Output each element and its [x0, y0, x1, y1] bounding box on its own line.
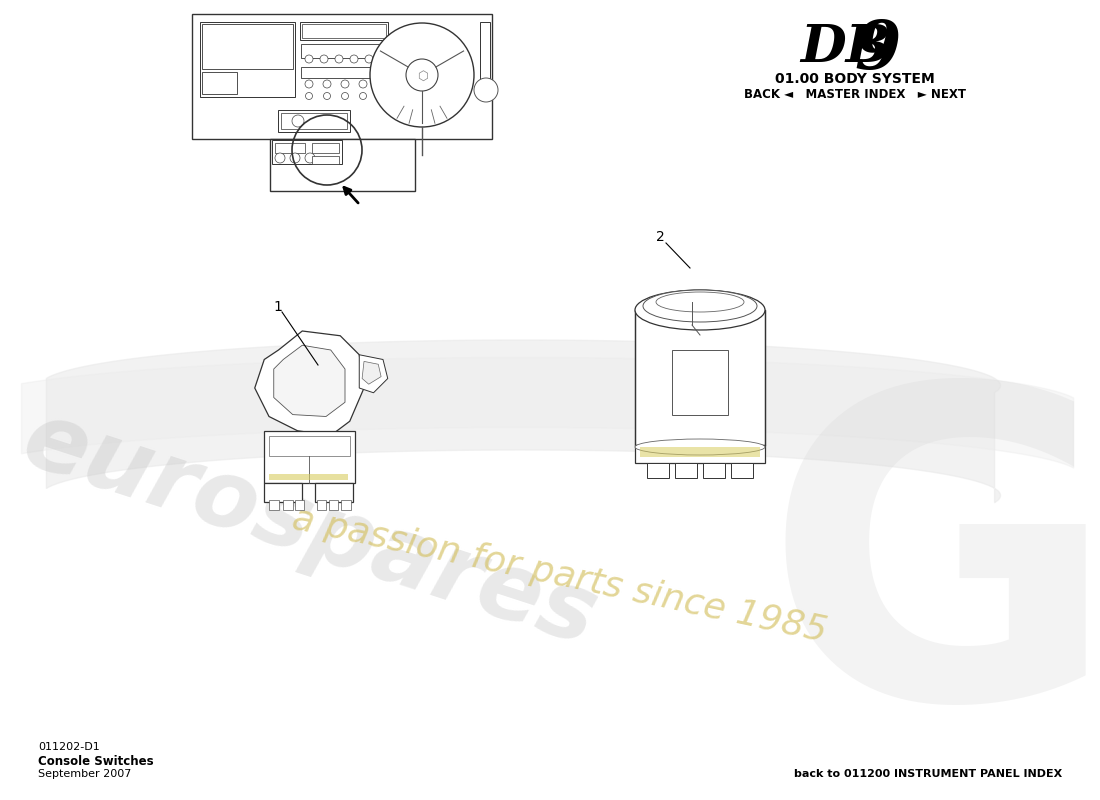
Bar: [270, 500, 278, 510]
Circle shape: [360, 93, 366, 99]
Bar: [270, 139, 415, 191]
Bar: [703, 463, 725, 478]
Bar: [272, 140, 342, 164]
Polygon shape: [274, 346, 345, 417]
Circle shape: [323, 80, 331, 88]
Circle shape: [336, 55, 343, 63]
Bar: [732, 463, 754, 478]
Polygon shape: [362, 362, 381, 384]
Circle shape: [275, 153, 285, 163]
Text: ⬡: ⬡: [417, 70, 428, 82]
Polygon shape: [360, 354, 387, 393]
Bar: [302, 24, 386, 38]
Bar: [300, 22, 388, 40]
Text: a passion for parts since 1985: a passion for parts since 1985: [289, 502, 830, 648]
Text: Console Switches: Console Switches: [39, 755, 154, 768]
Bar: [315, 483, 353, 502]
Bar: [301, 67, 387, 78]
Text: 9: 9: [854, 18, 901, 83]
Text: 01.00 BODY SYSTEM: 01.00 BODY SYSTEM: [776, 72, 935, 86]
Circle shape: [306, 93, 312, 99]
Bar: [635, 310, 764, 445]
Circle shape: [292, 115, 304, 127]
Text: eurospares: eurospares: [12, 394, 608, 666]
Bar: [672, 350, 728, 415]
Bar: [301, 44, 387, 58]
Bar: [278, 110, 350, 132]
Bar: [200, 22, 295, 97]
Text: 2: 2: [656, 230, 664, 244]
Bar: [264, 430, 354, 483]
Bar: [312, 156, 339, 164]
Circle shape: [290, 153, 300, 163]
Bar: [317, 500, 326, 510]
Bar: [647, 463, 669, 478]
Polygon shape: [255, 331, 364, 435]
Bar: [329, 500, 339, 510]
Circle shape: [305, 55, 314, 63]
Circle shape: [359, 80, 367, 88]
Circle shape: [341, 80, 349, 88]
Circle shape: [341, 93, 349, 99]
Bar: [192, 14, 492, 139]
Text: back to 011200 INSTRUMENT PANEL INDEX: back to 011200 INSTRUMENT PANEL INDEX: [794, 769, 1062, 779]
Bar: [480, 22, 490, 97]
Ellipse shape: [656, 292, 744, 312]
Circle shape: [305, 80, 314, 88]
Bar: [675, 463, 697, 478]
Circle shape: [350, 55, 358, 63]
Bar: [635, 445, 764, 463]
Bar: [202, 24, 293, 69]
Text: DB: DB: [800, 22, 890, 73]
Bar: [275, 143, 305, 153]
Bar: [280, 113, 346, 129]
Bar: [284, 500, 293, 510]
Circle shape: [370, 23, 474, 127]
Bar: [295, 500, 304, 510]
Text: G: G: [763, 371, 1100, 789]
Circle shape: [320, 55, 328, 63]
Bar: [202, 72, 236, 94]
Circle shape: [365, 55, 373, 63]
Text: September 2007: September 2007: [39, 769, 131, 779]
Bar: [640, 447, 760, 457]
Text: 011202-D1: 011202-D1: [39, 742, 100, 752]
Ellipse shape: [635, 439, 764, 455]
Bar: [312, 143, 339, 153]
Bar: [264, 483, 303, 502]
Circle shape: [323, 93, 330, 99]
Circle shape: [305, 153, 315, 163]
Text: BACK ◄   MASTER INDEX   ► NEXT: BACK ◄ MASTER INDEX ► NEXT: [744, 88, 966, 101]
Bar: [341, 500, 351, 510]
Bar: [270, 435, 350, 456]
Circle shape: [406, 59, 438, 91]
Ellipse shape: [644, 290, 757, 322]
Bar: [270, 474, 348, 480]
Circle shape: [474, 78, 498, 102]
Ellipse shape: [635, 290, 764, 330]
Text: 1: 1: [274, 300, 283, 314]
